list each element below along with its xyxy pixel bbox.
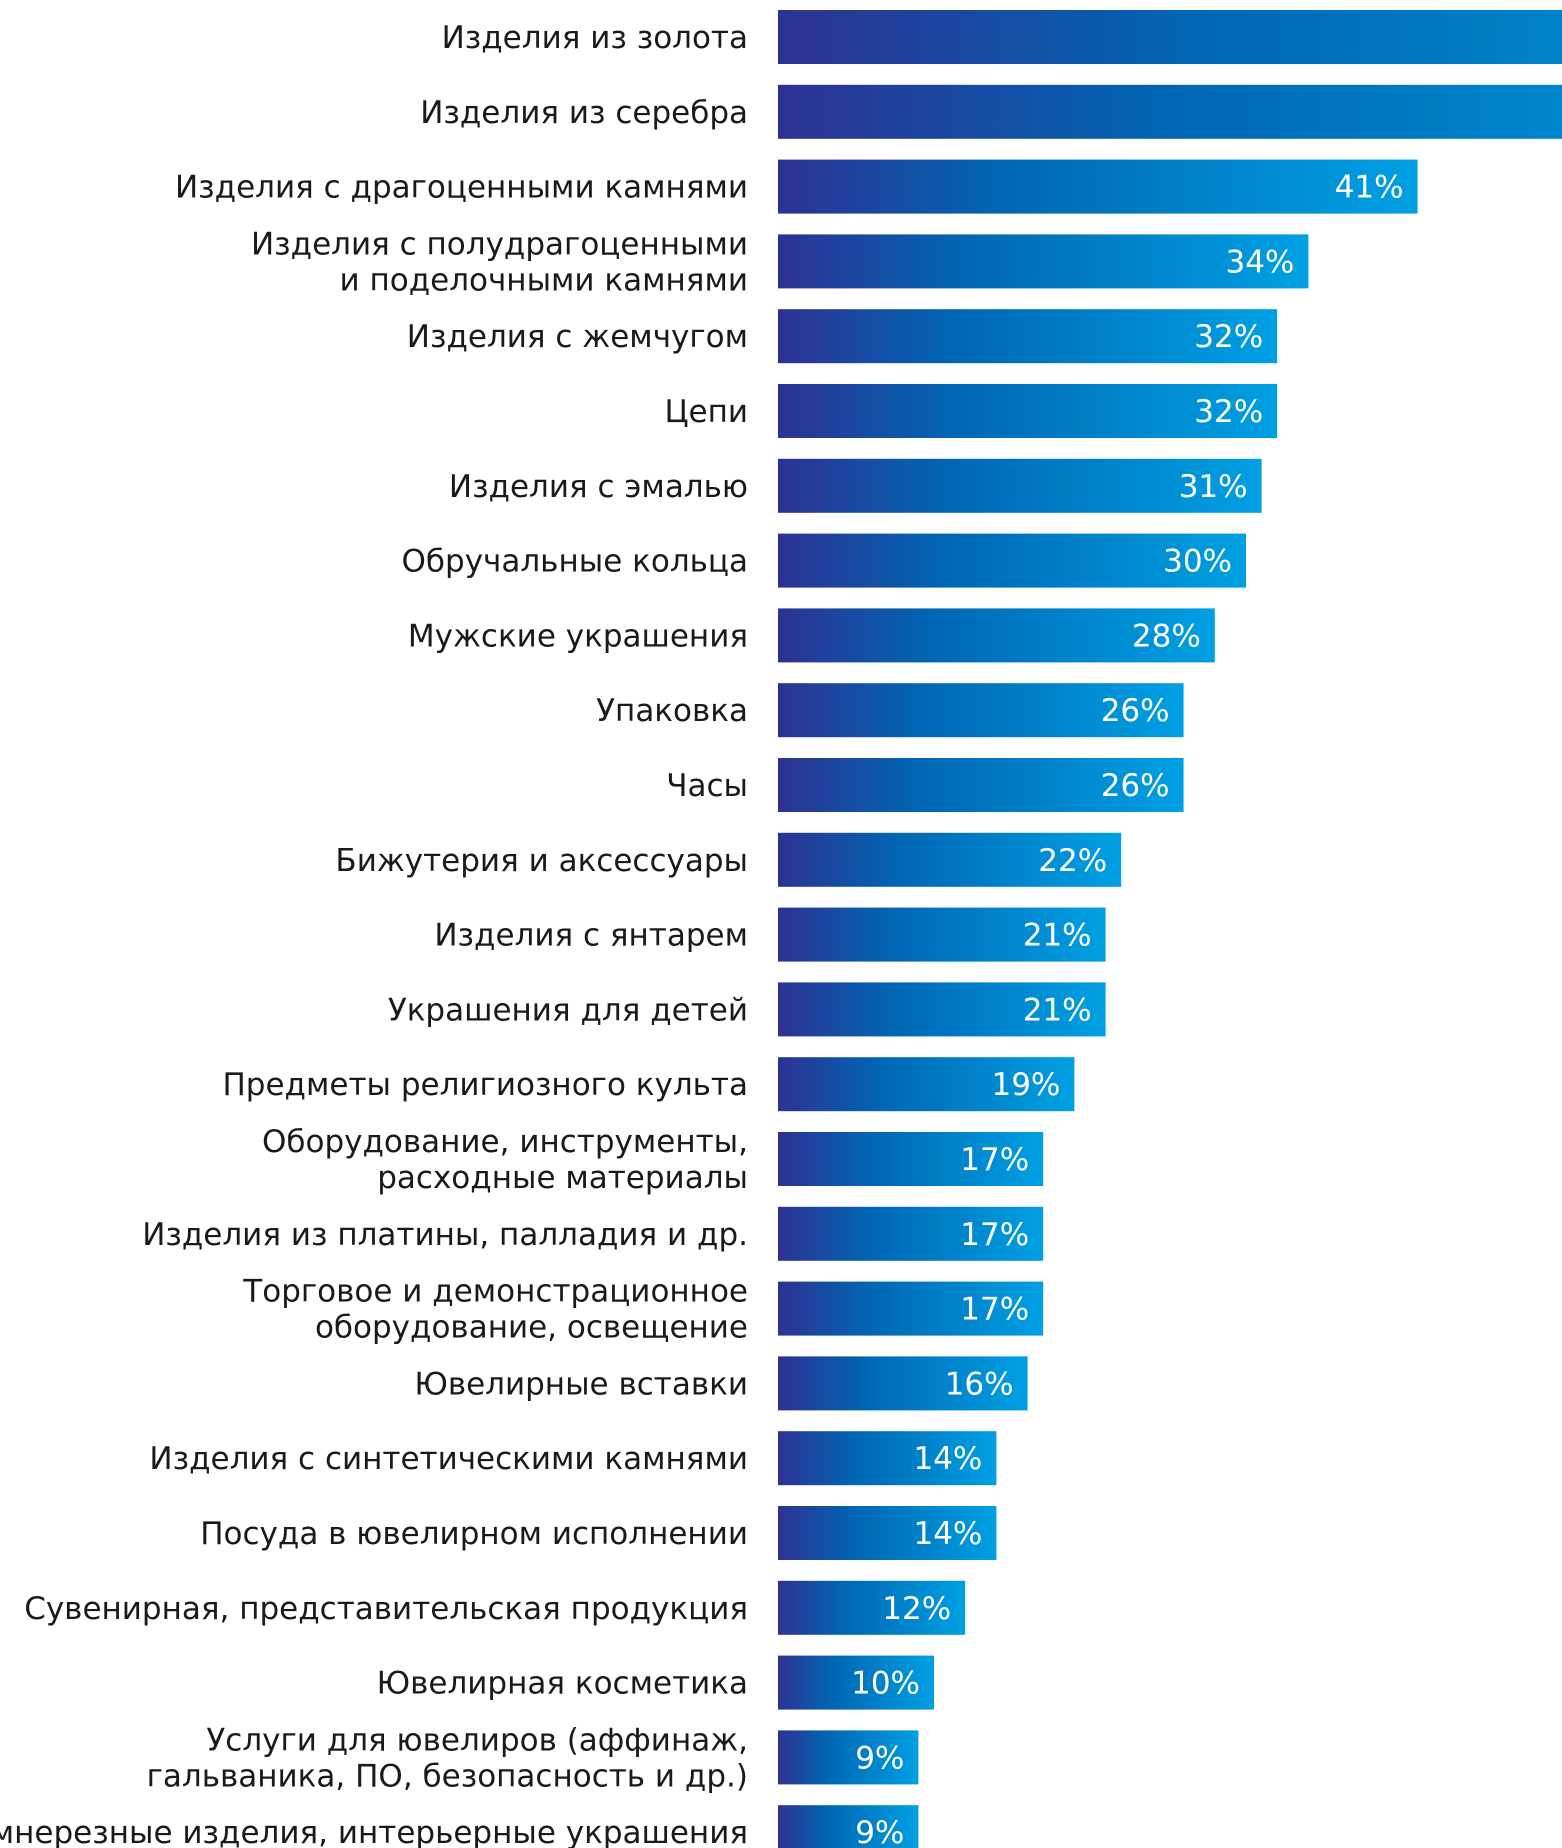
bar <box>778 1506 997 1560</box>
category-label: Камнерезные изделия, интерьерные украшен… <box>0 1815 748 1848</box>
bar-value-label: 17% <box>960 1292 1029 1328</box>
category-label: Цепи <box>664 394 748 430</box>
bar <box>778 1655 934 1710</box>
category-label: Сувенирная, представительская продукция <box>24 1591 748 1627</box>
category-label: Обручальные кольца <box>402 544 748 580</box>
bar-value-label: 26% <box>1101 693 1170 729</box>
category-label: Изделия с эмалью <box>449 469 748 505</box>
category-label: Оборудование, инструменты, <box>262 1124 748 1160</box>
category-label: Изделия с янтарем <box>434 918 748 954</box>
bar-value-label: 10% <box>851 1666 920 1702</box>
bar <box>778 683 1184 738</box>
category-label: Часы <box>666 768 748 804</box>
bar-value-label: 21% <box>1023 918 1092 954</box>
category-label: и поделочными камнями <box>339 262 748 298</box>
category-label: Изделия с синтетическими камнями <box>149 1441 748 1477</box>
category-label: Посуда в ювелирном исполнении <box>200 1516 748 1552</box>
bar <box>778 1281 1044 1336</box>
bar <box>778 982 1106 1037</box>
category-label: Изделия с драгоценными камнями <box>175 170 748 206</box>
category-label: гальваника, ПО, безопасность и др.) <box>147 1758 748 1794</box>
category-label: Упаковка <box>596 693 748 729</box>
category-label: Ювелирные вставки <box>414 1366 748 1402</box>
bar-value-label: 14% <box>913 1441 982 1477</box>
category-label: Предметы религиозного культа <box>223 1067 749 1103</box>
bar <box>778 234 1309 289</box>
bar <box>778 1057 1075 1112</box>
bar-value-label: 17% <box>960 1142 1029 1178</box>
bar <box>778 1580 966 1635</box>
category-label: Изделия из серебра <box>420 95 748 131</box>
bar-value-label: 26% <box>1101 768 1170 804</box>
bar <box>778 907 1106 962</box>
category-label: Украшения для детей <box>388 992 748 1028</box>
bar-value-label: 22% <box>1038 843 1107 879</box>
category-label: Изделия с полудрагоценными <box>251 226 748 262</box>
bar-value-label: 17% <box>960 1217 1029 1253</box>
bar-value-label: 19% <box>991 1067 1060 1103</box>
bar <box>778 1805 919 1848</box>
bar-value-label: 28% <box>1132 618 1201 654</box>
bar <box>778 533 1246 588</box>
category-label: Ювелирная косметика <box>377 1666 748 1702</box>
bar <box>778 1431 997 1486</box>
bar-value-label: 9% <box>855 1815 904 1848</box>
bars-group: 76%Изделия из золота71%Изделия из серебр… <box>0 10 1562 1848</box>
bar-value-label: 41% <box>1335 170 1404 206</box>
bar <box>778 384 1278 438</box>
bar <box>778 309 1278 364</box>
bar <box>778 1730 919 1785</box>
bar-value-label: 21% <box>1023 992 1092 1028</box>
category-label: Изделия с жемчугом <box>407 319 748 355</box>
bar <box>778 159 1418 214</box>
bar <box>778 84 1562 139</box>
category-label: Изделия из золота <box>442 20 748 56</box>
bar <box>778 832 1122 887</box>
bar <box>778 458 1262 513</box>
bar-value-label: 9% <box>855 1740 904 1776</box>
bar <box>778 758 1184 812</box>
bar <box>778 1206 1044 1261</box>
bar <box>778 608 1215 663</box>
category-label: оборудование, освещение <box>315 1310 748 1346</box>
bar <box>778 1132 1044 1186</box>
category-label: расходные материалы <box>377 1160 748 1196</box>
bar-value-label: 32% <box>1194 319 1263 355</box>
bar-value-label: 16% <box>945 1366 1014 1402</box>
bar <box>778 1356 1028 1411</box>
bar-value-label: 12% <box>882 1591 951 1627</box>
category-label: Услуги для ювелиров (аффинаж, <box>206 1722 748 1758</box>
bar-value-label: 31% <box>1179 469 1248 505</box>
bar-value-label: 14% <box>913 1516 982 1552</box>
bar-value-label: 30% <box>1163 544 1232 580</box>
category-label: Мужские украшения <box>408 618 748 654</box>
bar <box>778 10 1562 64</box>
category-label: Торговое и демонстрационное <box>242 1274 748 1310</box>
bar-value-label: 34% <box>1225 244 1294 280</box>
category-label: Бижутерия и аксессуары <box>335 843 748 879</box>
category-label: Изделия из платины, палладия и др. <box>142 1217 748 1253</box>
bar-value-label: 32% <box>1194 394 1263 430</box>
